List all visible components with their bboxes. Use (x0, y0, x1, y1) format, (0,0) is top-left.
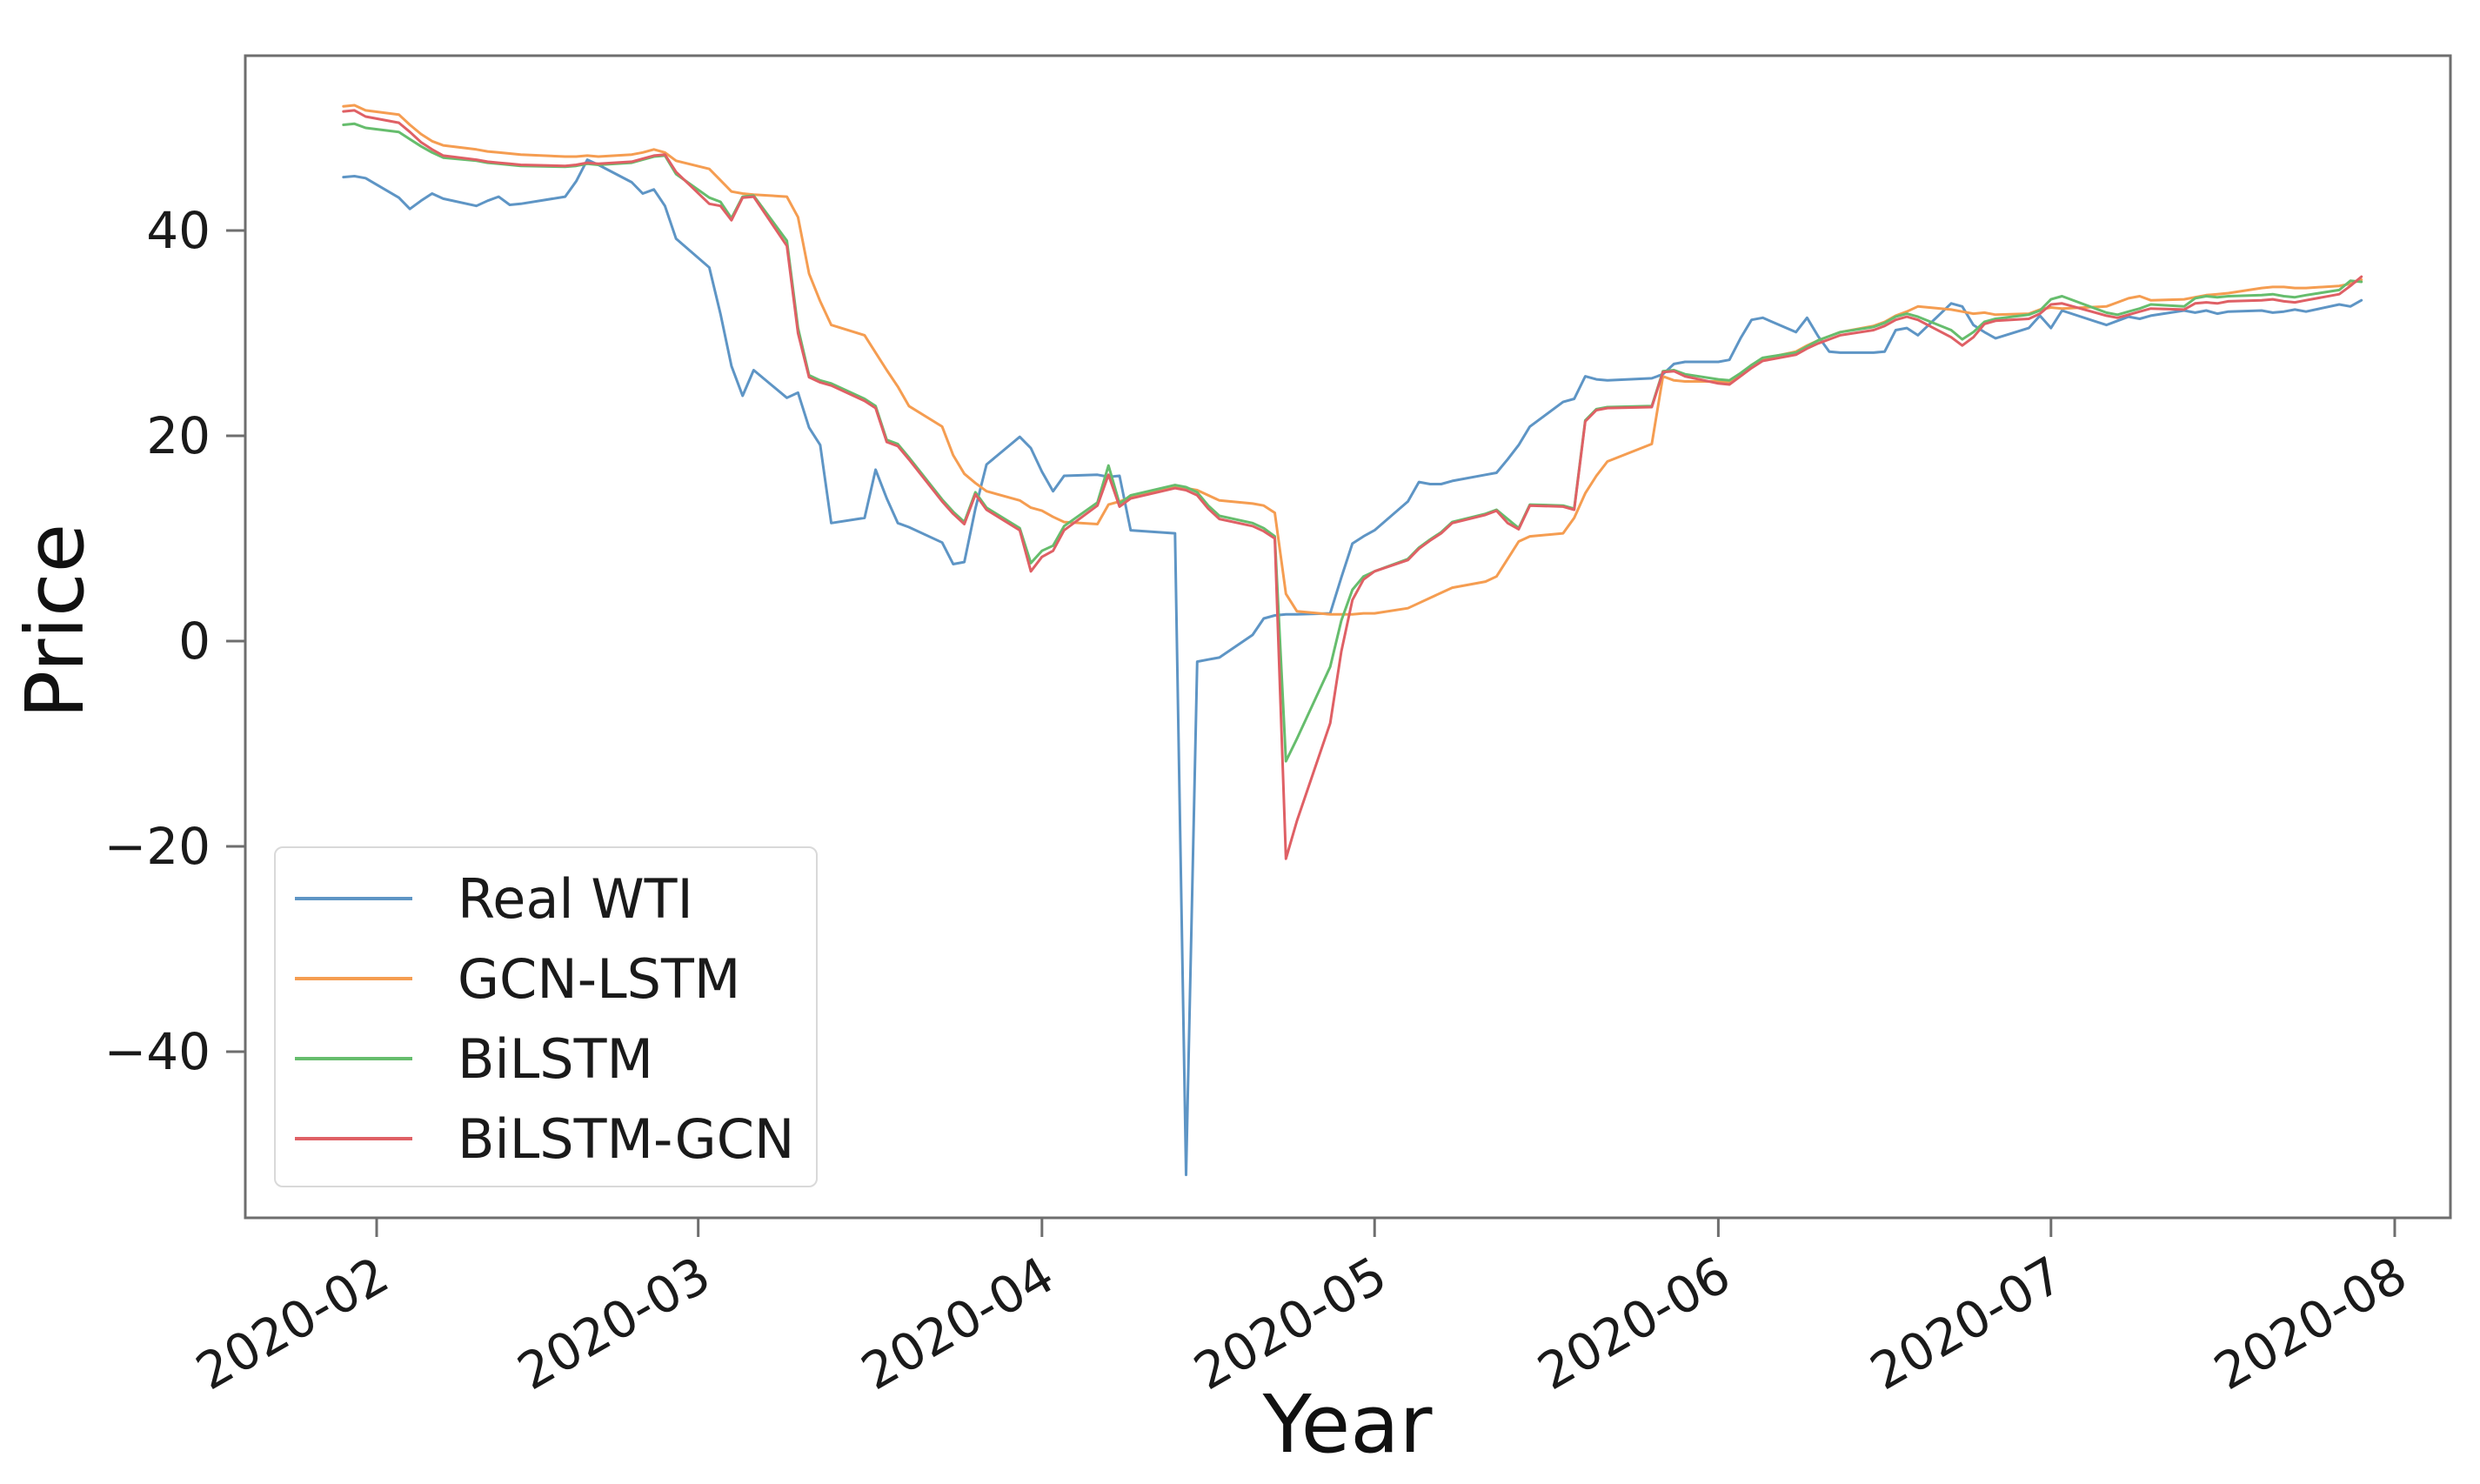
legend-line-swatch (295, 1057, 412, 1060)
y-tick-label: 20 (146, 406, 211, 465)
legend-label: GCN-LSTM (458, 946, 741, 1011)
x-tick-label: 2020-07 (1861, 1245, 2073, 1401)
y-tick-label: −20 (104, 817, 211, 876)
x-tick-label: 2020-02 (186, 1245, 398, 1401)
legend-item: BiLSTM-GCN (276, 1099, 816, 1179)
legend-label: BiLSTM (458, 1026, 654, 1091)
legend-line-swatch (295, 977, 412, 980)
plot-border (244, 54, 2452, 1220)
y-axis-title: Price (9, 523, 102, 719)
legend-item: GCN-LSTM (276, 939, 816, 1019)
series-line-gcn-lstm (342, 104, 2363, 616)
legend-label: Real WTI (458, 866, 693, 931)
legend: Real WTI GCN-LSTM BiLSTM BiLSTM-GCN (274, 846, 818, 1187)
x-tick-label: 2020-04 (852, 1245, 1064, 1401)
legend-line-swatch (295, 897, 412, 900)
x-axis-title: Year (1262, 1378, 1433, 1471)
y-tick-label: 0 (178, 612, 211, 671)
x-tick-label: 2020-03 (508, 1245, 720, 1401)
legend-item: BiLSTM (276, 1019, 816, 1099)
series-line-bilstm (342, 122, 2363, 763)
series-line-real-wti (342, 158, 2363, 1177)
x-tick-label: 2020-08 (2204, 1245, 2416, 1401)
legend-label: BiLSTM-GCN (458, 1106, 795, 1171)
y-tick-label: −40 (104, 1022, 211, 1081)
legend-line-swatch (295, 1137, 412, 1140)
series-line-bilstm-gcn (342, 109, 2363, 860)
legend-item: Real WTI (276, 859, 816, 939)
y-tick-label: 40 (146, 201, 211, 260)
x-tick-label: 2020-06 (1528, 1245, 1741, 1401)
